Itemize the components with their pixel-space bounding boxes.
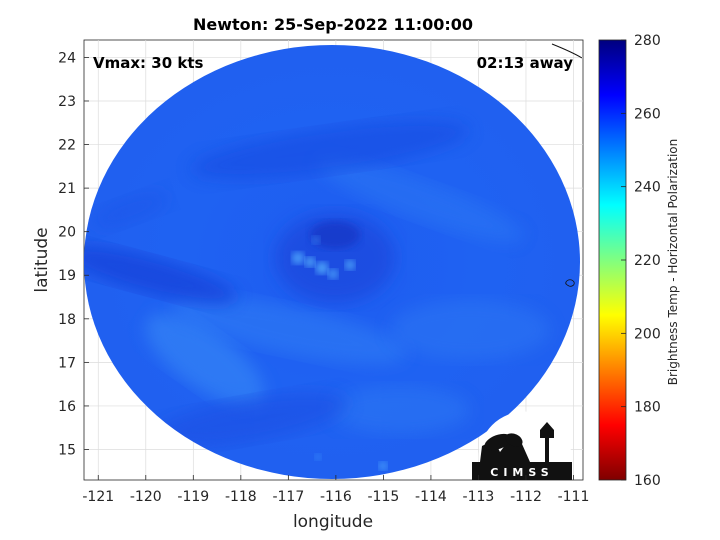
logo-text: CIMSS <box>490 466 553 479</box>
swath-image <box>84 43 583 479</box>
x-axis-label: longitude <box>293 512 373 532</box>
y-tick-label: 21 <box>58 181 76 197</box>
y-tick-label: 17 <box>58 355 76 371</box>
cimss-logo: CIMSS <box>472 411 572 480</box>
x-tick-label: -114 <box>415 489 447 505</box>
x-tick-label: -117 <box>272 489 304 505</box>
y-tick-label: 16 <box>58 399 76 415</box>
colorbar-tick-label: 280 <box>634 33 661 49</box>
coastline <box>551 43 583 59</box>
y-axis-label: latitude <box>32 227 52 292</box>
colorbar-label: Brightness Temp - Horizontal Polarizatio… <box>666 139 680 386</box>
colorbar-tick-label: 260 <box>634 106 661 122</box>
colorbar-tick-label: 240 <box>634 180 661 196</box>
colorbar-tick-label: 160 <box>634 473 661 489</box>
colorbar: 160 180 200 220 240 260 280 Brightness Temp - … <box>598 33 680 489</box>
x-tick-label: -113 <box>463 489 495 505</box>
island-outline <box>565 279 575 287</box>
x-tick-label: -115 <box>368 489 400 505</box>
convective-cells <box>292 236 387 470</box>
x-tick-label: -121 <box>82 489 114 505</box>
chart-title: Newton: 25-Sep-2022 11:00:00 <box>193 15 473 34</box>
x-tick-label: -116 <box>320 489 352 505</box>
y-tick-labels: 15 16 17 18 19 20 21 22 23 24 <box>58 50 89 459</box>
x-tick-labels: -121 -120 -119 -118 -117 -116 -115 -114 -113 -112… <box>82 475 589 505</box>
colorbar-tick-labels: 160 180 200 220 240 260 280 <box>621 33 661 489</box>
x-tick-label: -120 <box>130 489 162 505</box>
y-tick-label: 18 <box>58 312 76 328</box>
x-tick-label: -112 <box>510 489 542 505</box>
x-tick-label: -119 <box>177 489 209 505</box>
y-tick-label: 19 <box>58 268 76 284</box>
colorbar-tick-label: 180 <box>634 400 661 416</box>
x-tick-label: -118 <box>225 489 257 505</box>
colorbar-tick-label: 220 <box>634 253 661 269</box>
vmax-annotation: Vmax: 30 kts <box>93 54 203 72</box>
time-away-annotation: 02:13 away <box>477 54 574 72</box>
y-tick-label: 23 <box>58 94 76 110</box>
colorbar-tick-label: 200 <box>634 326 661 342</box>
y-tick-label: 20 <box>58 225 76 241</box>
y-tick-label: 15 <box>58 443 76 459</box>
y-tick-label: 24 <box>58 50 76 66</box>
x-tick-label: -111 <box>558 489 590 505</box>
y-tick-label: 22 <box>58 138 76 154</box>
